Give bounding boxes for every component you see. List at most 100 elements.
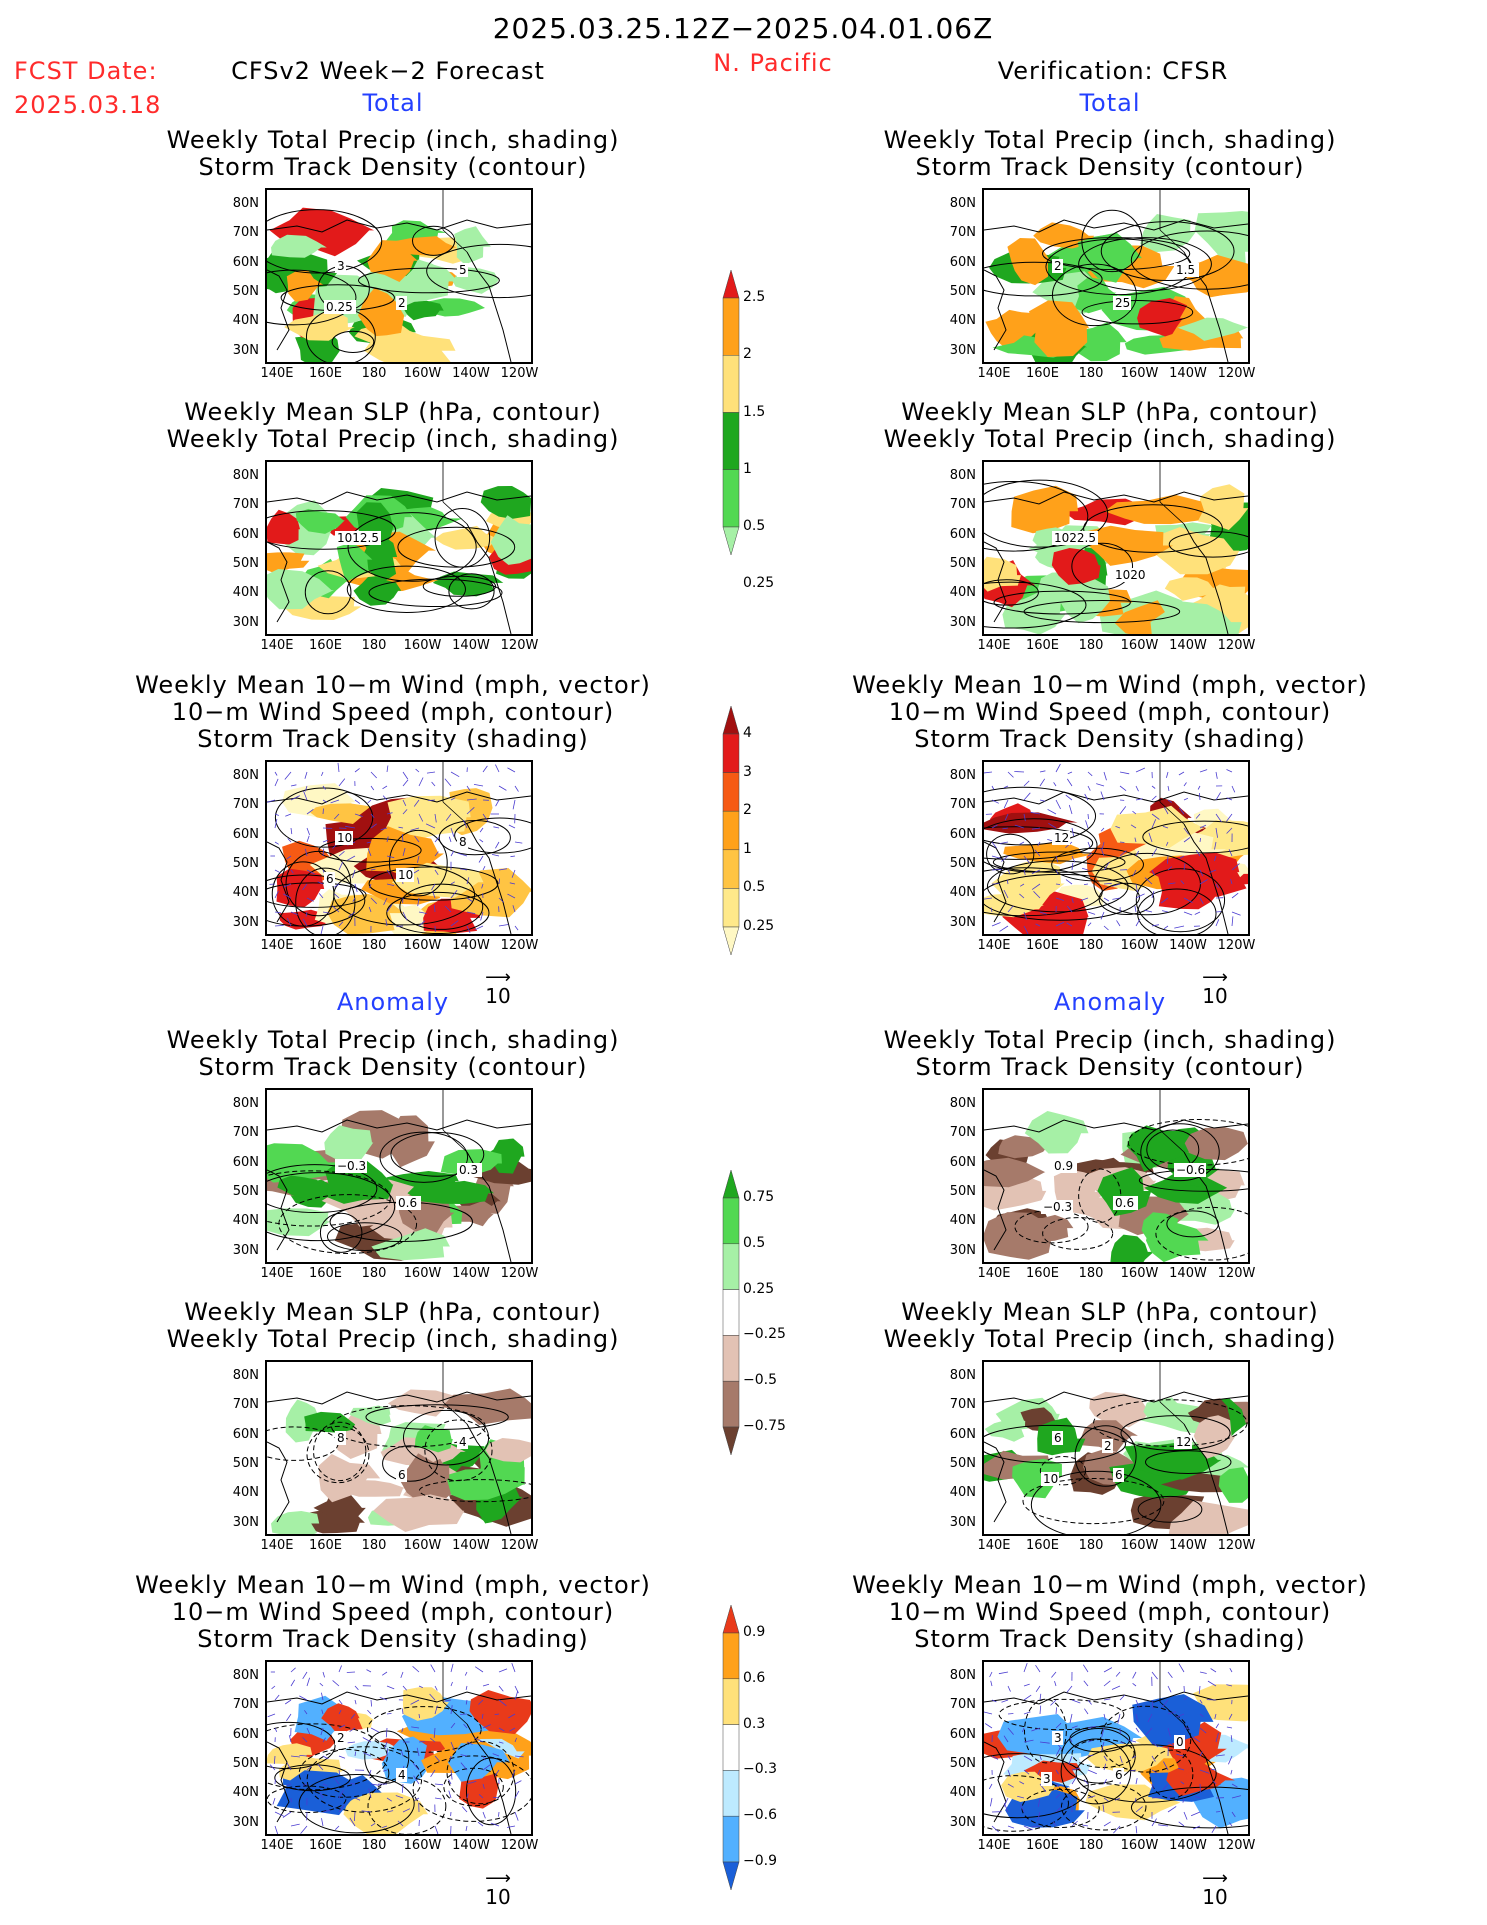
contour-label: 8 [459,835,467,849]
contour-line [319,1212,363,1253]
contour-label: 0.6 [1115,1196,1134,1210]
wind-vector [381,1671,388,1676]
wind-vector [346,1671,356,1673]
wind-vector [1007,771,1014,778]
wind-vector [367,1709,372,1715]
wind-vector [1039,799,1046,802]
colorbar-label: 2.5 [743,289,766,305]
lat-label: 60N [232,826,259,842]
coastline [1183,823,1229,934]
wind-vector [1215,883,1219,889]
lat-label: 30N [232,342,259,358]
contour-line [386,891,490,934]
wind-vector [290,1667,296,1673]
contour-label-bg [396,1468,407,1482]
wind-vector [417,897,420,907]
wind-vector [1066,922,1073,927]
wind-vector [1007,1713,1014,1715]
wind-vector [991,799,999,804]
wind-vector [302,1783,308,1786]
contour-line [984,818,1098,873]
wind-vector [272,1797,276,1805]
wind-vector [1007,1769,1011,1777]
wind-vector [1144,877,1153,885]
shading-region [343,1792,428,1834]
wind-vector [450,771,460,778]
lon-label: 160W [1120,938,1159,953]
lat-label: 80N [232,196,259,211]
wind-vector [302,1737,308,1743]
wind-vector [319,1682,324,1687]
wind-vector [1151,1741,1159,1748]
wind-vector [1069,1713,1073,1724]
section-total-right: Total [1079,89,1141,117]
wind-vector [1101,1727,1105,1738]
wind-vector [991,1825,999,1833]
contour-line [379,1131,469,1183]
wind-vector [385,919,388,927]
wind-vector [1199,1769,1210,1774]
wind-vector [514,1790,520,1799]
wind-vector [1087,852,1093,857]
wind-vector [1039,1783,1047,1793]
wind-vector [491,854,500,857]
panel-title-line: Weekly Mean 10−m Wind (mph, vector) [852,1571,1368,1599]
panel-title: Weekly Total Precip (inch, shading) Storm… [884,1027,1337,1081]
colorbar-segment [722,1678,740,1725]
wind-vector [386,812,393,815]
wind-vector [1163,807,1169,815]
shading-region [480,486,531,519]
panel-title-line: Weekly Mean SLP (hPa, contour) [901,1298,1319,1326]
contour-line [1060,1738,1132,1805]
wind-vector [430,1737,436,1743]
lat-label: 30N [949,1814,976,1830]
contour-label-bg [457,1163,482,1177]
wind-vector [1066,1685,1073,1693]
wind-vector [1211,1825,1217,1834]
wind-vector [482,1811,486,1819]
wind-vector [1069,1737,1073,1743]
contour-line [1166,1210,1219,1238]
panel-title-line: Weekly Total Precip (inch, shading) [883,1026,1337,1054]
shading-region [313,1490,366,1526]
wind-vector [1199,792,1201,801]
wind-vector [498,897,505,903]
wind-vector [1199,1783,1201,1793]
contour-line [1100,221,1235,282]
shading-region [1143,1397,1189,1428]
wind-vector [482,1755,486,1761]
coastline [267,219,531,233]
wind-vector [1231,785,1236,793]
wind-vector [1037,1769,1041,1775]
shading-region [1126,1125,1198,1172]
wind-vector [1151,813,1160,820]
lon-label: 120W [500,638,539,653]
wind-vector [1231,892,1239,899]
contour-line [298,1748,390,1798]
wind-vector [450,827,455,837]
lon-label: 160E [1025,938,1060,953]
wind-vector [345,825,356,829]
wind-vector [482,1783,485,1789]
lon-label: 160E [308,1266,343,1281]
wind-vector [386,1748,389,1757]
lon-label: 140W [452,366,490,381]
wind-vector [434,1825,439,1834]
shading-region [432,571,504,597]
wind-vector [450,1663,454,1673]
contour-line [1074,1425,1137,1487]
wind-vector [990,1680,993,1687]
wind-vector [370,1822,376,1827]
contour-label-bg [324,872,335,886]
coastline [267,541,290,623]
wind-vector [1033,891,1041,899]
colorbar-segment [722,269,740,299]
lon-label: 180 [1078,938,1104,953]
border-line [1159,1362,1185,1425]
wind-vector [274,841,279,845]
shading-region [404,300,444,321]
wind-vector [493,826,500,829]
wind-vector [498,1668,508,1673]
wind-vector [367,848,372,857]
wind-vector [466,911,476,915]
